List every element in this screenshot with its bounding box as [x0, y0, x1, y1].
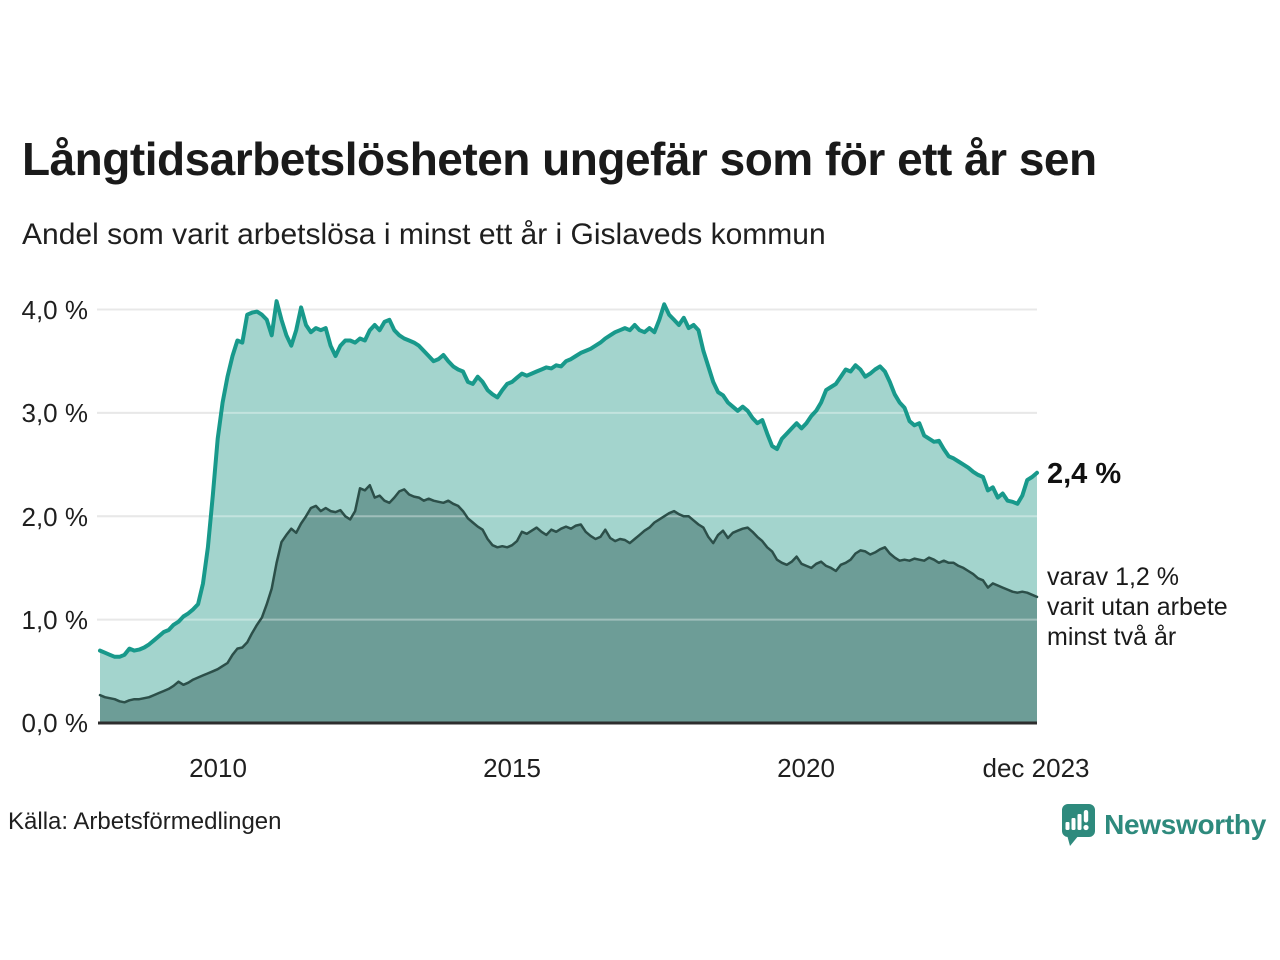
line-minst-tva-ar — [98, 483, 1039, 704]
newsworthy-wordmark: Newsworthy — [1104, 809, 1266, 840]
x-axis-label-2015: 2015 — [483, 753, 541, 783]
page-title: Långtidsarbetslösheten ungefär som för e… — [22, 133, 1097, 185]
x-axis-label-dec-2023: dec 2023 — [982, 753, 1090, 783]
x-axis-label-2010: 2010 — [189, 753, 247, 783]
gridlines-overlay — [97, 308, 1037, 621]
newsworthy-logo: Newsworthy — [1058, 802, 1266, 848]
page-subtitle: Andel som varit arbetslösa i minst ett å… — [22, 218, 826, 251]
line-minst-ett-ar — [98, 299, 1039, 659]
y-axis-label-2: 2,0 % — [21, 502, 89, 532]
annotation-latest-value: 2,4 % — [1047, 458, 1122, 490]
source-text: Källa: Arbetsförmedlingen — [8, 808, 282, 835]
y-axis-label-0: 0,0 % — [21, 708, 89, 738]
y-axis-label-3: 3,0 % — [21, 398, 89, 428]
annotation-secondary-line1: varav 1,2 % — [1047, 563, 1180, 591]
annotation-secondary: varav 1,2 % varit utan arbete minst två … — [1047, 562, 1228, 652]
newsworthy-bubble-chart-icon — [1062, 804, 1096, 846]
annotation-secondary-line2: varit utan arbete — [1047, 593, 1228, 621]
annotation-secondary-line3: minst två år — [1047, 623, 1177, 651]
area-minst-tva-ar — [100, 485, 1037, 723]
x-axis-label-2020: 2020 — [777, 753, 835, 783]
y-axis-label-4: 4,0 % — [21, 295, 89, 325]
y-axis-label-1: 1,0 % — [21, 605, 89, 635]
